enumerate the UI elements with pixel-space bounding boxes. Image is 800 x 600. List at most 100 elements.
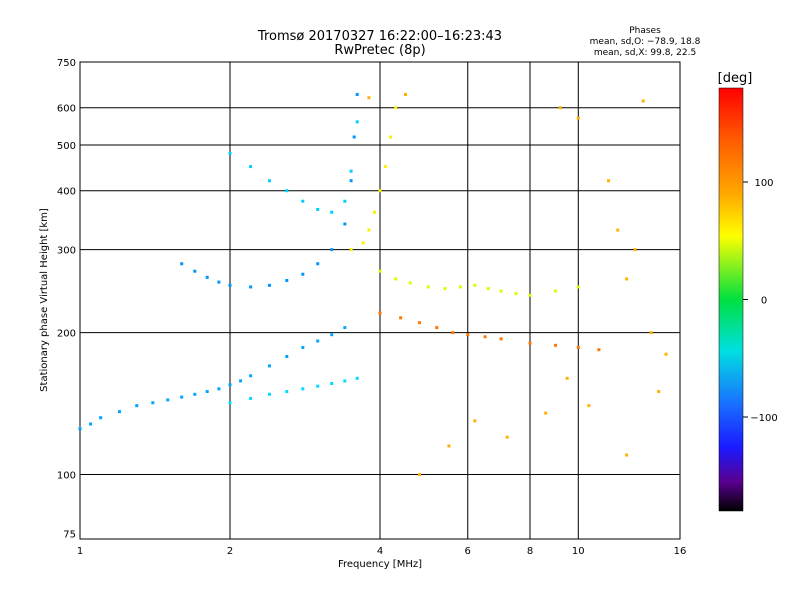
chart-subtitle: RwPretec (8p) <box>334 43 425 58</box>
data-point <box>285 278 289 282</box>
y-axis-label: Stationary phase Virtual Height [km] <box>39 208 50 392</box>
data-point <box>451 331 455 335</box>
x-tick-label: 10 <box>572 546 585 557</box>
data-point <box>285 390 289 394</box>
data-point <box>343 222 347 226</box>
data-point <box>180 262 184 266</box>
data-point <box>403 92 407 96</box>
data-point <box>117 410 121 414</box>
data-point <box>499 289 503 293</box>
data-point <box>458 285 462 289</box>
data-point <box>625 277 629 281</box>
data-point <box>349 179 353 183</box>
x-axis-label: Frequency [MHz] <box>338 559 422 570</box>
colorbar-tick-label: 0 <box>761 296 767 307</box>
colorbar-tick-label: −100 <box>750 413 777 424</box>
data-point <box>483 335 487 339</box>
legend-line-o: mean, sd,O: −78.9, 18.8 <box>590 37 701 47</box>
y-tick-label: 750 <box>57 58 76 69</box>
data-point <box>528 293 532 297</box>
x-tick-label: 16 <box>674 546 687 557</box>
data-point <box>553 343 557 347</box>
data-point <box>151 401 155 405</box>
data-point <box>217 387 221 391</box>
data-point <box>355 120 359 124</box>
data-point <box>249 396 253 400</box>
data-point <box>89 422 93 426</box>
data-point <box>361 241 365 245</box>
data-point <box>343 326 347 330</box>
data-point <box>355 92 359 96</box>
legend-title: Phases <box>629 26 661 36</box>
data-point <box>633 248 637 252</box>
data-point <box>447 444 451 448</box>
data-point <box>330 248 334 252</box>
data-point <box>352 135 356 139</box>
data-point <box>239 379 243 383</box>
data-point <box>78 427 82 431</box>
data-point <box>553 289 557 293</box>
data-point <box>389 135 393 139</box>
y-tick-label: 300 <box>57 246 76 257</box>
y-tick-label: 75 <box>63 529 76 540</box>
data-point <box>343 379 347 383</box>
data-point <box>528 341 532 345</box>
colorbar: [deg] 100 0 −100 <box>718 71 778 512</box>
data-point <box>285 354 289 358</box>
data-point <box>99 416 103 420</box>
data-point <box>576 116 580 120</box>
data-point <box>180 395 184 399</box>
data-point <box>330 333 334 337</box>
data-point <box>316 384 320 388</box>
legend-line-x: mean, sd,X: 99.8, 22.5 <box>594 48 696 58</box>
data-point <box>378 311 382 315</box>
data-point <box>249 165 253 169</box>
data-point <box>373 210 377 214</box>
colorbar-tick-label: 100 <box>754 178 773 189</box>
data-point <box>316 207 320 211</box>
data-point <box>576 345 580 349</box>
data-point <box>417 321 421 325</box>
x-tick-label: 1 <box>77 546 83 557</box>
data-point <box>426 285 430 289</box>
data-point <box>166 398 170 402</box>
data-points <box>78 92 668 477</box>
data-point <box>193 269 197 273</box>
data-point <box>544 411 548 415</box>
data-point <box>205 275 209 279</box>
data-point <box>383 165 387 169</box>
data-point <box>267 283 271 287</box>
data-point <box>301 345 305 349</box>
data-point <box>435 326 439 330</box>
x-tick-label: 6 <box>465 546 471 557</box>
data-point <box>597 348 601 352</box>
data-point <box>378 189 382 193</box>
data-point <box>587 404 591 408</box>
data-point <box>330 382 334 386</box>
data-point <box>466 333 470 337</box>
data-point <box>249 374 253 378</box>
y-axis-ticks: 75 100 200 300 400 500 600 750 <box>57 58 76 540</box>
data-point <box>193 392 197 396</box>
data-point <box>330 210 334 214</box>
data-point <box>664 352 668 356</box>
data-point <box>301 199 305 203</box>
y-tick-label: 100 <box>57 471 76 482</box>
data-point <box>367 228 371 232</box>
data-point <box>505 435 509 439</box>
data-point <box>205 390 209 394</box>
data-point <box>394 277 398 281</box>
colorbar-ticks: 100 0 −100 <box>743 178 778 424</box>
data-point <box>641 99 645 103</box>
data-point <box>576 285 580 289</box>
x-axis-ticks: 1 2 4 6 8 10 16 <box>77 546 687 557</box>
legend-box: Phases mean, sd,O: −78.9, 18.8 mean, sd,… <box>590 26 701 58</box>
data-point <box>607 179 611 183</box>
data-point <box>316 262 320 266</box>
data-point <box>473 283 477 287</box>
y-tick-label: 400 <box>57 187 76 198</box>
data-point <box>558 106 562 110</box>
data-point <box>267 392 271 396</box>
x-tick-label: 4 <box>377 546 383 557</box>
data-point <box>443 287 447 291</box>
